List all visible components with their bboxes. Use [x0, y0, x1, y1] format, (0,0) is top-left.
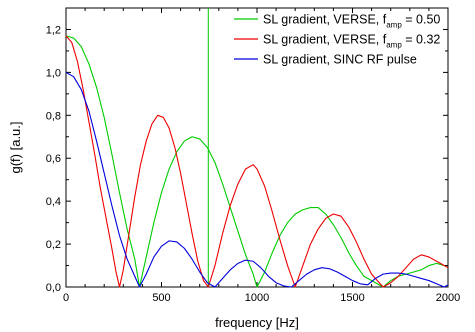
series-line-3: [65, 71, 449, 288]
y-tick-label: 1,2: [46, 24, 61, 36]
series-line-2: [65, 35, 449, 288]
legend-label: SL gradient, SINC RF pulse: [263, 53, 417, 67]
legend: SL gradient, VERSE, famp = 0.50 SL gradie…: [234, 13, 440, 67]
plot-frame: [65, 7, 449, 288]
y-tick-label: 1,0: [46, 67, 61, 79]
y-tick-label: 0,4: [46, 196, 61, 208]
x-axis-title: frequency [Hz]: [215, 315, 299, 330]
plot-area-group: [65, 7, 449, 288]
y-tick-label: 0,8: [46, 110, 61, 122]
x-tick-label: 2000: [436, 292, 460, 304]
series-line-1: [65, 35, 449, 288]
x-tick-label: 0: [63, 292, 69, 304]
y-tick-label: 0,6: [46, 153, 61, 165]
y-tick-label: 0,0: [46, 282, 61, 294]
axis-ticks: 0 500 1000 1500 2000 0,0 0,2 0,4 0,6 0,8 1,0 1,2: [46, 8, 460, 304]
legend-label: SL gradient, VERSE, famp = 0.32: [263, 33, 440, 50]
x-tick-label: 500: [152, 292, 170, 304]
y-tick-label: 0,2: [46, 239, 61, 251]
y-axis-title: g(f) [a.u.]: [8, 121, 23, 173]
series-layer: [65, 8, 449, 288]
x-tick-label: 1500: [340, 292, 364, 304]
legend-label: SL gradient, VERSE, famp = 0.50: [263, 13, 440, 30]
x-tick-label: 1000: [245, 292, 269, 304]
